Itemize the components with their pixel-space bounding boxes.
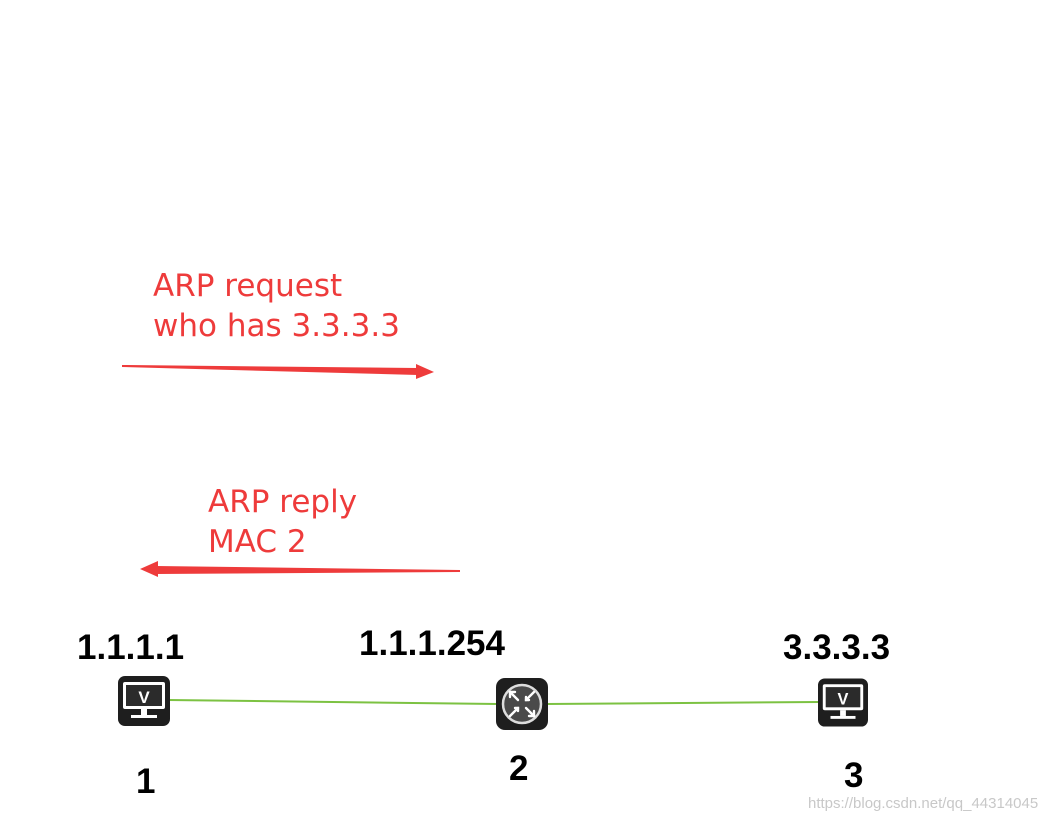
svg-text:V: V [138, 688, 150, 707]
arp-request-arrow [122, 364, 434, 379]
monitor-icon: V [118, 676, 170, 726]
arp-reply-title: ARP reply [208, 484, 358, 520]
node-2-ip: 1.1.1.254 [359, 624, 505, 663]
arp-request-detail: who has 3.3.3.3 [153, 308, 400, 344]
arp-request-label: ARP request who has 3.3.3.3 [153, 266, 400, 346]
arp-reply-arrow [140, 561, 460, 577]
node-2-label: 2 [509, 749, 529, 788]
arp-request-title: ARP request [153, 268, 343, 304]
watermark: https://blog.csdn.net/qq_44314045 [808, 795, 1039, 812]
node-3-ip: 3.3.3.3 [783, 628, 891, 667]
svg-text:V: V [838, 690, 849, 708]
link-1-2 [167, 699, 499, 705]
node-1-ip: 1.1.1.1 [77, 628, 185, 667]
arp-reply-label: ARP reply MAC 2 [208, 482, 357, 562]
node-3-pc[interactable]: V [818, 678, 868, 732]
arp-reply-detail: MAC 2 [208, 524, 307, 560]
node-1-label: 1 [136, 762, 156, 801]
node-3-label: 3 [844, 756, 864, 795]
node-1-pc[interactable]: V [118, 676, 170, 731]
node-2-router[interactable] [496, 678, 548, 735]
monitor-icon: V [818, 678, 868, 727]
link-2-3 [545, 701, 821, 705]
router-icon [496, 678, 548, 730]
